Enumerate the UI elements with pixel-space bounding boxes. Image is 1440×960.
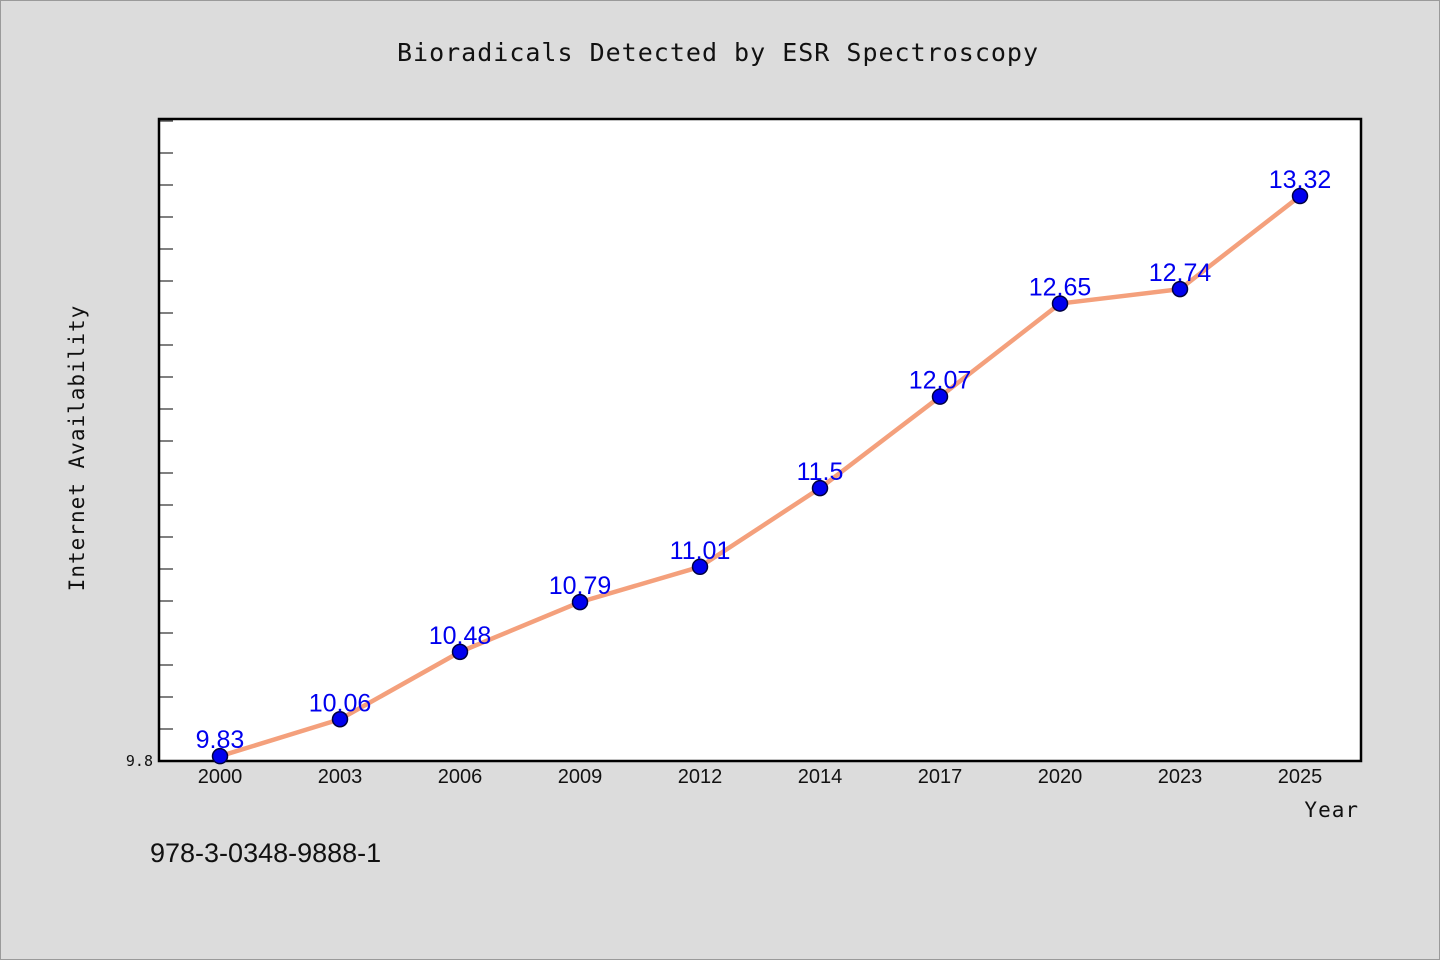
x-tick-label: 2012 — [678, 766, 723, 788]
plot-area — [157, 117, 1363, 763]
chart-title: Bioradicals Detected by ESR Spectroscopy — [397, 38, 1039, 67]
y-axis-ticks — [159, 120, 173, 730]
data-label: 11.01 — [670, 537, 731, 565]
x-tick-label: 2009 — [558, 766, 603, 788]
data-point — [1171, 280, 1189, 298]
y-axis-label: Internet Availability — [65, 305, 89, 592]
data-label: 11.5 — [797, 458, 844, 486]
data-label: 12.07 — [909, 367, 972, 395]
data-point — [691, 558, 709, 576]
data-label: 12.74 — [1149, 259, 1212, 287]
data-point — [451, 643, 469, 661]
x-tick-label: 2025 — [1278, 766, 1323, 788]
x-tick-label: 2003 — [318, 766, 363, 788]
y-tick-labels: 9.8 — [126, 752, 153, 770]
series-line — [219, 194, 1302, 759]
x-tick-label: 2000 — [198, 766, 243, 788]
data-label: 10.06 — [309, 689, 372, 717]
footer-isbn: 978-3-0348-9888-1 — [150, 838, 381, 868]
data-point — [811, 479, 829, 497]
x-tick-labels: 2000 2003 2006 2009 2012 2014 2017 2020 2023 2025 — [198, 766, 1323, 788]
x-tick-label: 2006 — [438, 766, 483, 788]
x-tick-label: 2020 — [1038, 766, 1083, 788]
series-group: 9.83 10.06 10.48 10.79 11.01 11.5 12.07 12.65 12… — [196, 166, 1332, 765]
x-axis-label: Year — [1304, 798, 1359, 822]
x-tick-label: 2017 — [918, 766, 963, 788]
data-point — [211, 747, 229, 765]
data-label: 10.48 — [429, 622, 492, 650]
data-point — [931, 388, 949, 405]
data-point — [1291, 187, 1309, 205]
data-point — [331, 711, 349, 728]
data-label: 9.83 — [196, 726, 245, 754]
x-tick-label: 2014 — [798, 766, 843, 788]
data-label: 12.65 — [1029, 274, 1092, 302]
data-point — [1051, 295, 1069, 312]
x-tick-label: 2023 — [1158, 766, 1203, 788]
data-label: 10.79 — [549, 572, 612, 600]
data-point — [571, 593, 589, 611]
data-label: 13.32 — [1269, 166, 1332, 194]
y-tick-label: 9.8 — [126, 752, 153, 770]
